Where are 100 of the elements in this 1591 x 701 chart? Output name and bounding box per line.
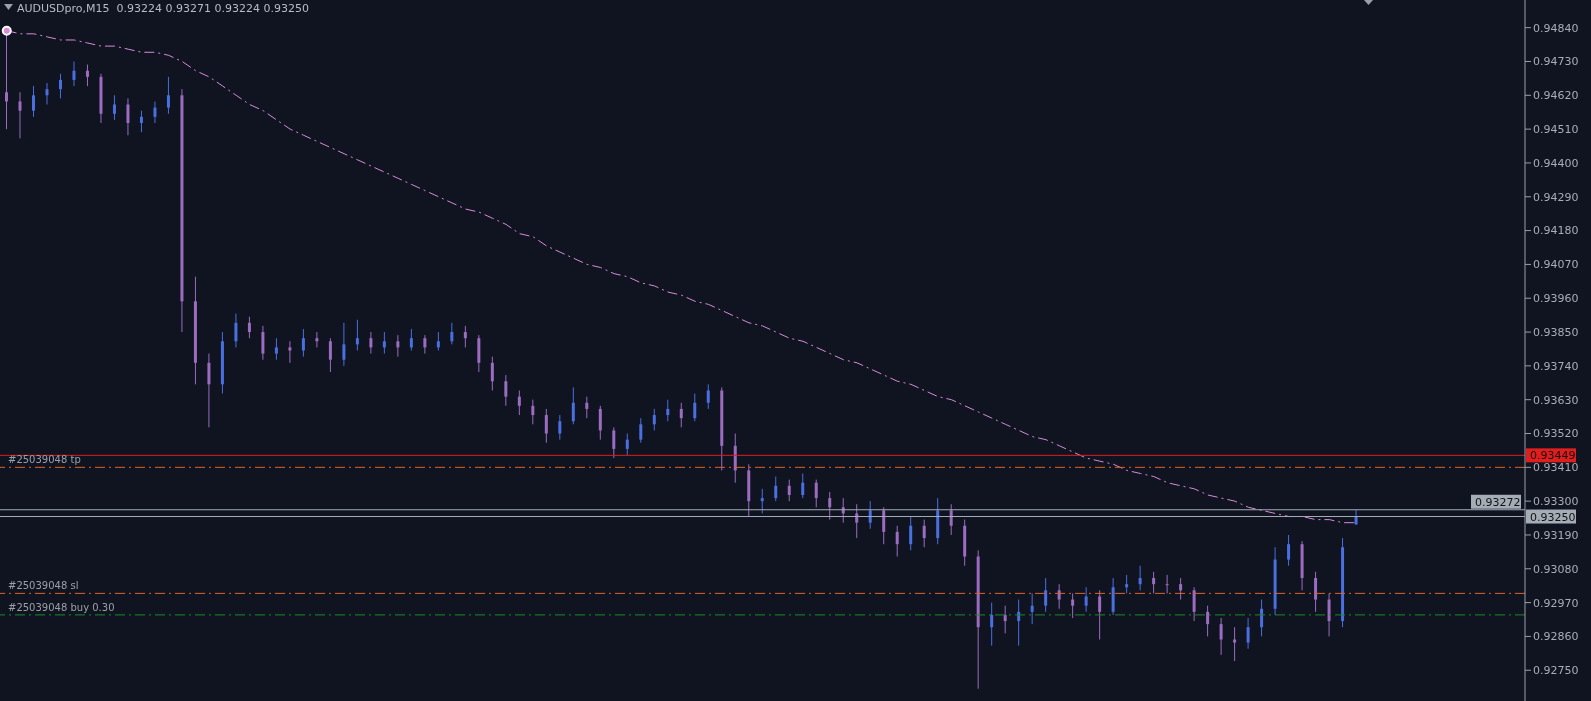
y-tick-label: 0.93850	[1533, 325, 1579, 339]
y-tick-label: 0.93300	[1533, 495, 1579, 509]
candlestick	[1192, 586, 1196, 622]
candlestick	[382, 331, 386, 355]
candlestick	[855, 503, 859, 539]
candlestick	[18, 91, 22, 139]
candlestick	[261, 325, 265, 361]
candlestick	[423, 334, 427, 355]
candlestick	[436, 331, 440, 351]
ref-line-label: #25039048 tp	[8, 454, 81, 466]
candlestick	[949, 503, 953, 536]
candlestick	[315, 331, 319, 348]
candlestick	[58, 73, 62, 99]
candlestick	[1206, 605, 1210, 637]
candlestick	[922, 519, 926, 548]
candlestick	[1152, 571, 1156, 594]
candlestick	[706, 383, 710, 410]
candlestick	[490, 356, 494, 391]
y-tick-label: 0.94290	[1533, 190, 1579, 204]
candlestick	[814, 479, 818, 508]
candlestick	[868, 500, 872, 530]
y-tick-label: 0.93960	[1533, 292, 1579, 306]
candlestick	[355, 319, 359, 351]
candlestick	[882, 506, 886, 545]
candlestick	[1233, 626, 1237, 662]
candlestick	[31, 85, 35, 118]
y-tick-label: 0.94180	[1533, 224, 1579, 238]
candlestick	[139, 110, 143, 133]
y-tick-label: 0.93740	[1533, 359, 1579, 373]
ref-line-label: #25039048 sl	[8, 580, 79, 592]
candlestick	[1219, 617, 1223, 656]
candlestick	[652, 408, 656, 431]
candlestick	[72, 60, 76, 87]
y-tick-label: 0.93080	[1533, 562, 1579, 576]
candlestick	[126, 97, 130, 136]
y-tick-label: 0.93520	[1533, 427, 1579, 441]
ref-line-label: 0.93449	[1530, 449, 1576, 463]
candlestick	[625, 433, 629, 456]
candlestick	[1287, 534, 1291, 567]
candlestick	[247, 316, 251, 339]
candlestick	[153, 100, 157, 124]
candlestick	[301, 328, 305, 358]
candlestick	[517, 389, 521, 416]
candlestick	[45, 82, 49, 106]
candlestick	[1071, 592, 1075, 619]
candlestick	[5, 33, 8, 130]
candlestick	[571, 386, 575, 425]
candlestick	[531, 399, 535, 425]
candlestick	[1246, 617, 1250, 650]
candlestick	[1314, 571, 1318, 613]
candlestick	[585, 396, 589, 419]
y-tick-label: 0.93630	[1533, 393, 1579, 407]
candlestick	[639, 417, 643, 444]
candlestick	[1327, 592, 1331, 637]
candlestick	[369, 331, 373, 355]
candlestick	[544, 408, 548, 444]
candlestick	[1030, 592, 1034, 625]
candlestick	[666, 399, 670, 422]
candlestick	[342, 322, 346, 367]
y-tick-label: 0.94620	[1533, 89, 1579, 103]
candlestick	[463, 325, 467, 348]
y-tick-label: 0.93410	[1533, 461, 1579, 475]
candlestick	[234, 313, 238, 348]
candlestick	[1044, 577, 1048, 613]
candlestick	[1098, 589, 1102, 641]
candlestick	[895, 525, 899, 557]
y-tick-label: 0.92970	[1533, 596, 1579, 610]
candlestick	[450, 322, 454, 345]
y-tick-label: 0.94070	[1533, 258, 1579, 272]
candlestick	[1179, 577, 1183, 601]
y-tick-label: 0.94730	[1533, 55, 1579, 69]
candlestick	[504, 374, 508, 407]
candlestick	[558, 414, 562, 441]
ref-line-label: #25039048 buy 0.30	[8, 601, 115, 613]
candlestick	[774, 476, 778, 502]
y-tick-label: 0.94400	[1533, 156, 1579, 170]
candlestick	[328, 337, 332, 373]
chart-title: AUDUSDpro,M15 0.93224 0.93271 0.93224 0.93250	[17, 2, 309, 15]
candlestick	[1084, 586, 1088, 613]
ref-line-label: 0.93272	[1475, 495, 1521, 509]
y-tick-label: 0.92860	[1533, 630, 1579, 644]
y-tick-label: 0.94840	[1533, 21, 1579, 35]
candlestick	[760, 488, 764, 514]
candlestick	[612, 426, 616, 459]
candlestick	[166, 76, 170, 115]
candlestick	[801, 472, 805, 499]
candlestick	[990, 602, 994, 647]
candlestick	[679, 402, 683, 428]
candlestick	[598, 405, 602, 441]
candlestick	[828, 491, 832, 521]
candlestick	[288, 340, 292, 364]
candlestick	[1165, 574, 1169, 594]
candlestick	[1125, 574, 1129, 594]
candlestick	[274, 337, 278, 361]
candlestick	[909, 516, 913, 551]
candlestick	[787, 479, 791, 502]
candlestick	[396, 334, 400, 358]
candlestick	[1003, 605, 1007, 634]
candlestick	[112, 94, 116, 121]
ref-line-label: 0.93250	[1530, 510, 1576, 524]
